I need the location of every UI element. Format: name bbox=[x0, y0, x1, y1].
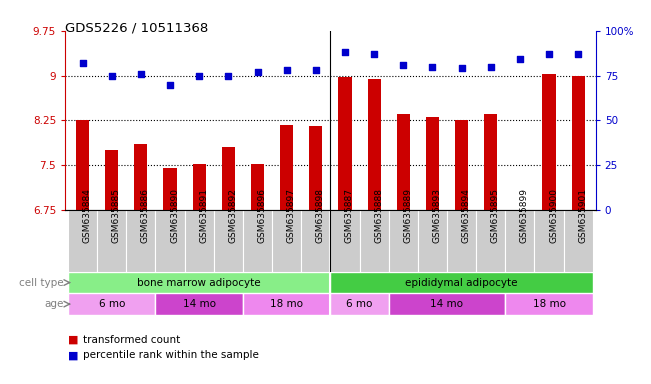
FancyBboxPatch shape bbox=[447, 210, 476, 272]
Bar bbox=[280, 125, 293, 210]
Point bbox=[573, 51, 583, 57]
Point bbox=[194, 73, 204, 79]
Bar bbox=[484, 114, 497, 210]
Point bbox=[544, 51, 554, 57]
Text: GSM635896: GSM635896 bbox=[258, 188, 266, 243]
Text: GSM635886: GSM635886 bbox=[141, 188, 150, 243]
Bar bbox=[193, 164, 206, 210]
FancyBboxPatch shape bbox=[534, 210, 564, 272]
Point bbox=[135, 71, 146, 77]
FancyBboxPatch shape bbox=[243, 293, 330, 315]
Text: GSM635888: GSM635888 bbox=[374, 188, 383, 243]
FancyBboxPatch shape bbox=[214, 210, 243, 272]
Bar bbox=[76, 121, 89, 210]
Text: GSM635894: GSM635894 bbox=[462, 188, 471, 243]
Text: GSM635893: GSM635893 bbox=[432, 188, 441, 243]
Text: GSM635895: GSM635895 bbox=[491, 188, 500, 243]
Text: GSM635891: GSM635891 bbox=[199, 188, 208, 243]
FancyBboxPatch shape bbox=[389, 293, 505, 315]
Text: GSM635890: GSM635890 bbox=[170, 188, 179, 243]
Point bbox=[340, 49, 350, 55]
FancyBboxPatch shape bbox=[185, 210, 214, 272]
Bar bbox=[309, 126, 322, 210]
FancyBboxPatch shape bbox=[330, 210, 359, 272]
Point bbox=[107, 73, 117, 79]
Text: 14 mo: 14 mo bbox=[183, 299, 215, 309]
FancyBboxPatch shape bbox=[564, 210, 593, 272]
Text: 14 mo: 14 mo bbox=[430, 299, 464, 309]
Text: cell type: cell type bbox=[19, 278, 64, 288]
Bar bbox=[163, 168, 176, 210]
Bar bbox=[426, 117, 439, 210]
Text: bone marrow adipocyte: bone marrow adipocyte bbox=[137, 278, 261, 288]
Text: GSM635887: GSM635887 bbox=[345, 188, 354, 243]
FancyBboxPatch shape bbox=[68, 272, 330, 293]
Bar bbox=[455, 120, 468, 210]
Text: GSM635889: GSM635889 bbox=[403, 188, 412, 243]
FancyBboxPatch shape bbox=[156, 293, 243, 315]
Text: transformed count: transformed count bbox=[83, 335, 180, 345]
FancyBboxPatch shape bbox=[126, 210, 156, 272]
Point bbox=[165, 81, 175, 88]
Bar bbox=[396, 114, 410, 210]
FancyBboxPatch shape bbox=[301, 210, 330, 272]
FancyBboxPatch shape bbox=[272, 210, 301, 272]
Text: age: age bbox=[44, 299, 64, 309]
Text: GSM635884: GSM635884 bbox=[83, 188, 92, 243]
Text: GDS5226 / 10511368: GDS5226 / 10511368 bbox=[65, 21, 208, 34]
FancyBboxPatch shape bbox=[156, 210, 185, 272]
Bar bbox=[134, 144, 148, 210]
Bar bbox=[251, 164, 264, 210]
FancyBboxPatch shape bbox=[505, 210, 534, 272]
Text: ■: ■ bbox=[68, 350, 79, 360]
Text: GSM635899: GSM635899 bbox=[520, 188, 529, 243]
Point bbox=[369, 51, 380, 57]
Text: GSM635885: GSM635885 bbox=[112, 188, 120, 243]
Text: GSM635901: GSM635901 bbox=[578, 188, 587, 243]
Point bbox=[281, 67, 292, 73]
FancyBboxPatch shape bbox=[330, 293, 389, 315]
Text: GSM635892: GSM635892 bbox=[229, 188, 238, 243]
FancyBboxPatch shape bbox=[330, 272, 593, 293]
FancyBboxPatch shape bbox=[243, 210, 272, 272]
Text: 6 mo: 6 mo bbox=[346, 299, 373, 309]
Point bbox=[77, 60, 88, 66]
FancyBboxPatch shape bbox=[97, 210, 126, 272]
Bar bbox=[105, 151, 118, 210]
Text: percentile rank within the sample: percentile rank within the sample bbox=[83, 350, 258, 360]
FancyBboxPatch shape bbox=[476, 210, 505, 272]
FancyBboxPatch shape bbox=[68, 210, 97, 272]
Text: 18 mo: 18 mo bbox=[533, 299, 566, 309]
Text: ■: ■ bbox=[68, 335, 79, 345]
Point bbox=[398, 62, 408, 68]
Text: 18 mo: 18 mo bbox=[270, 299, 303, 309]
Point bbox=[253, 69, 263, 75]
Text: 6 mo: 6 mo bbox=[98, 299, 125, 309]
FancyBboxPatch shape bbox=[359, 210, 389, 272]
FancyBboxPatch shape bbox=[418, 210, 447, 272]
Point bbox=[486, 64, 496, 70]
Text: epididymal adipocyte: epididymal adipocyte bbox=[406, 278, 518, 288]
Point bbox=[427, 64, 437, 70]
Point bbox=[311, 67, 321, 73]
Text: GSM635898: GSM635898 bbox=[316, 188, 325, 243]
Text: GSM635897: GSM635897 bbox=[286, 188, 296, 243]
Bar bbox=[222, 147, 235, 210]
Bar bbox=[339, 78, 352, 210]
Text: GSM635900: GSM635900 bbox=[549, 188, 558, 243]
FancyBboxPatch shape bbox=[68, 293, 156, 315]
Point bbox=[515, 56, 525, 63]
Bar bbox=[542, 74, 555, 210]
FancyBboxPatch shape bbox=[505, 293, 593, 315]
FancyBboxPatch shape bbox=[389, 210, 418, 272]
Bar bbox=[368, 79, 381, 210]
Bar bbox=[572, 76, 585, 210]
Point bbox=[223, 73, 234, 79]
Point bbox=[456, 65, 467, 71]
